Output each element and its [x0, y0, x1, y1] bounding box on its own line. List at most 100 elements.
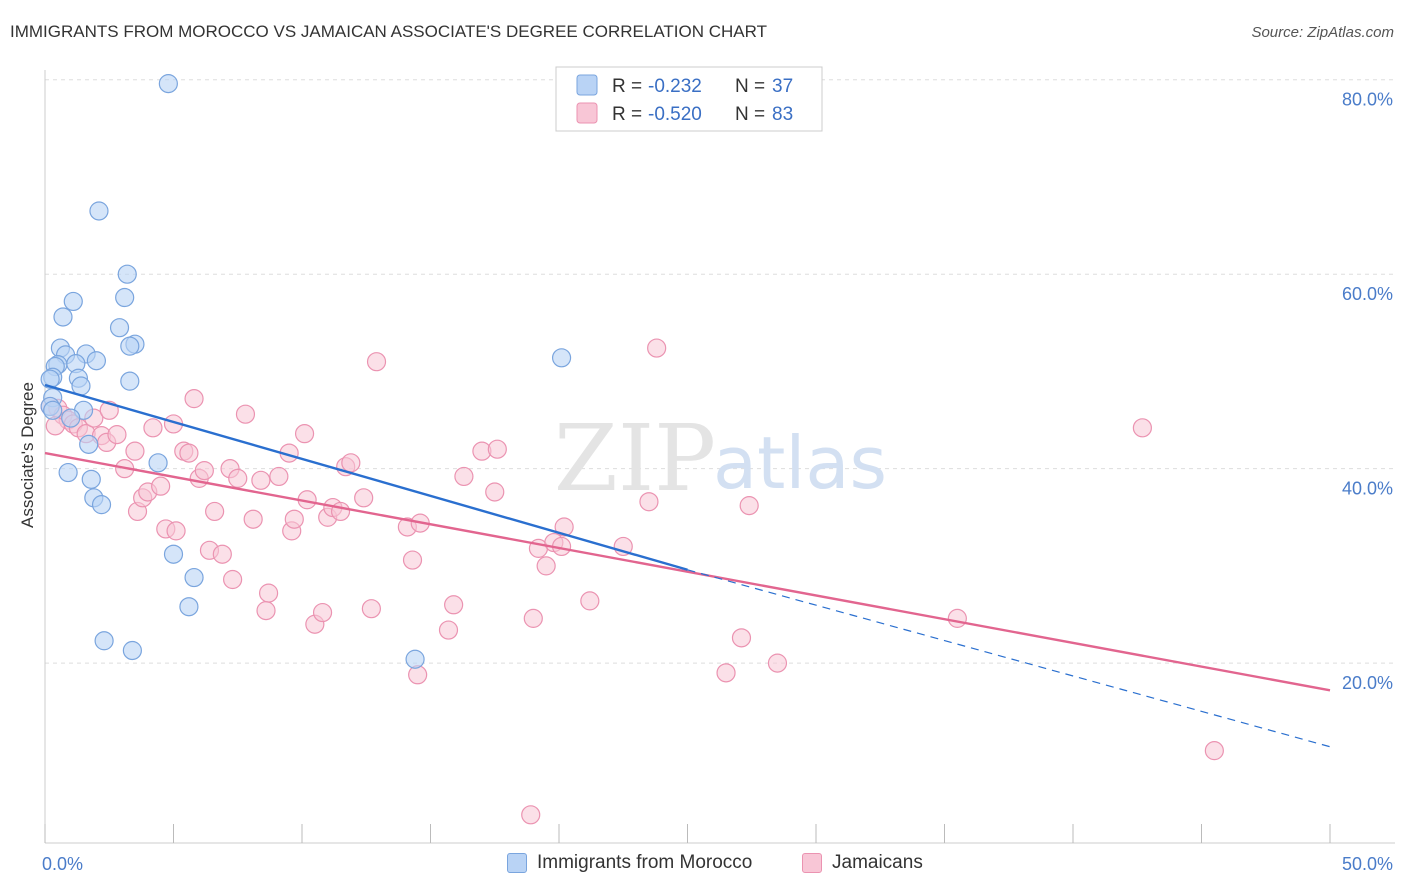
data-point-jamaicans [366, 352, 387, 372]
data-point-morocco [405, 649, 425, 669]
data-point-jamaicans [151, 476, 171, 496]
watermark-zip: ZIP [554, 405, 716, 512]
data-point-jamaicans [166, 521, 186, 541]
x-tick-label: 0.0% [42, 854, 83, 874]
data-point-morocco [109, 318, 130, 338]
data-point-jamaicans [143, 418, 163, 438]
gridlines [45, 79, 1395, 664]
x-tick-labels: 0.0% 50.0% [42, 854, 1393, 874]
data-point-jamaicans [554, 517, 574, 537]
legend-r-value: -0.232 [648, 76, 702, 97]
data-point-jamaicans [243, 509, 263, 529]
data-point-morocco [163, 544, 184, 564]
x-tick-label: 50.0% [1342, 854, 1393, 874]
data-point-jamaicans [330, 501, 351, 522]
data-point-jamaicans [179, 443, 199, 463]
trend-line-jamaicans [44, 451, 1331, 692]
data-point-morocco [79, 434, 99, 454]
data-point-morocco [86, 351, 107, 371]
legend-r-value: -0.520 [648, 104, 702, 125]
data-point-jamaicans [485, 482, 505, 502]
legend-swatch-morocco [576, 74, 598, 96]
data-point-jamaicans [235, 404, 256, 424]
data-point-jamaicans [312, 602, 333, 623]
data-point-jamaicans [647, 338, 667, 358]
data-point-morocco [184, 567, 204, 588]
legend-r-label: R = [612, 76, 642, 97]
data-point-morocco [179, 597, 199, 617]
data-point-jamaicans [361, 599, 381, 619]
data-point-jamaicans [258, 583, 279, 603]
legend-box [555, 66, 823, 132]
data-point-morocco [89, 201, 109, 221]
series-morocco-points [40, 74, 572, 669]
legend-n-label: N = [735, 76, 765, 97]
legend-n-value: 37 [772, 76, 793, 97]
data-point-morocco [94, 631, 114, 651]
watermark-atlas: atlas [713, 421, 887, 505]
legend-label-jamaicans: Jamaicans [832, 852, 923, 873]
zipatlas-watermark: ZIP atlas [554, 405, 887, 512]
data-point-jamaicans [1132, 418, 1152, 438]
data-point-jamaicans [251, 470, 271, 490]
data-point-jamaicans [284, 509, 304, 529]
data-point-jamaicans [184, 389, 204, 409]
data-point-jamaicans [739, 496, 759, 516]
legend-label-morocco: Immigrants from Morocco [537, 852, 753, 873]
data-point-jamaicans [341, 453, 361, 473]
axes [44, 70, 1395, 844]
correlation-legend: R = -0.232 N = 37 R = -0.520 N = 83 [555, 66, 823, 132]
data-point-jamaicans [444, 595, 464, 615]
data-point-jamaicans [223, 569, 243, 590]
data-point-jamaicans [947, 608, 967, 628]
trend-line-morocco [44, 383, 688, 571]
legend-swatch-jamaicans [802, 853, 822, 873]
series-jamaicans-points [40, 338, 1224, 825]
data-point-morocco [53, 307, 73, 327]
data-point-morocco [91, 495, 112, 515]
legend-r-label: R = [612, 104, 642, 125]
legend-item-morocco: Immigrants from Morocco [507, 852, 752, 874]
data-point-jamaicans [107, 425, 127, 445]
y-tick-labels: 20.0% 40.0% 60.0% 80.0% [1342, 90, 1393, 693]
data-point-jamaicans [205, 501, 225, 522]
data-point-morocco [117, 264, 137, 284]
legend-swatch-morocco [507, 853, 527, 873]
data-point-jamaicans [716, 663, 736, 683]
data-point-jamaicans [580, 591, 600, 611]
data-point-jamaicans [523, 608, 543, 628]
data-point-morocco [122, 640, 142, 661]
data-point-morocco [40, 369, 60, 389]
trend-lines [44, 383, 1331, 748]
data-point-jamaicans [228, 468, 248, 488]
data-point-morocco [115, 287, 135, 308]
data-point-jamaicans [354, 488, 374, 508]
data-point-morocco [71, 376, 91, 396]
data-point-jamaicans [194, 460, 214, 481]
data-point-jamaicans [125, 441, 145, 461]
y-tick-label: 20.0% [1342, 673, 1393, 693]
legend-item-jamaicans: Jamaicans [802, 852, 923, 874]
source-credit: Source: ZipAtlas.com [1251, 24, 1394, 41]
data-point-morocco [551, 348, 572, 368]
data-point-jamaicans [731, 628, 752, 648]
data-point-morocco [120, 371, 140, 391]
legend-n-value: 83 [772, 104, 793, 125]
data-point-morocco [43, 400, 63, 420]
data-point-morocco [148, 453, 168, 473]
data-point-morocco [58, 462, 78, 483]
data-point-jamaicans [438, 620, 459, 640]
data-point-jamaicans [408, 665, 428, 685]
data-point-jamaicans [294, 424, 315, 444]
data-point-jamaicans [256, 601, 276, 621]
data-point-jamaicans [536, 556, 556, 576]
y-tick-label: 40.0% [1342, 479, 1393, 499]
data-point-jamaicans [269, 466, 289, 487]
data-point-jamaicans [402, 550, 423, 570]
data-point-morocco [61, 408, 81, 428]
y-tick-label: 80.0% [1342, 90, 1393, 110]
data-point-morocco [120, 336, 140, 356]
data-point-jamaicans [767, 653, 788, 673]
data-point-morocco [158, 74, 178, 94]
